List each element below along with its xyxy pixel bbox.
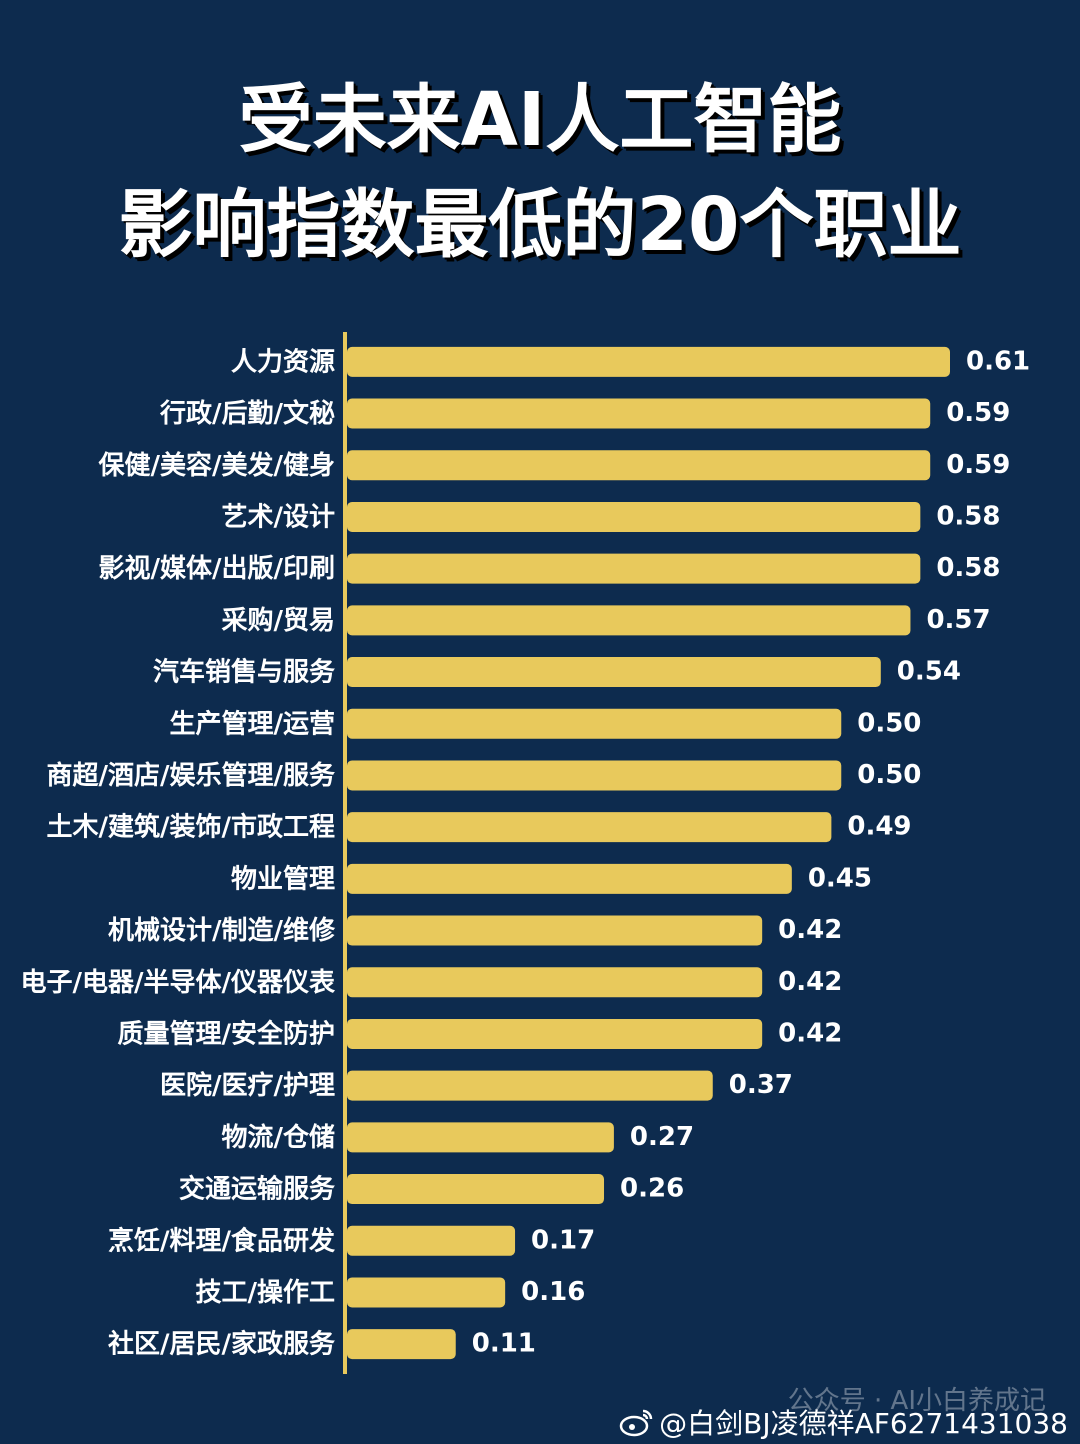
value-label-19: 0.16 (521, 1277, 585, 1307)
value-label-17: 0.26 (620, 1174, 684, 1204)
category-label-9: 商超/酒店/娱乐管理/服务 (47, 760, 336, 791)
bar-20 (347, 1329, 456, 1360)
category-label-11: 物业管理 (231, 864, 335, 894)
category-label-12: 机械设计/制造/维修 (108, 915, 336, 946)
value-label-7: 0.54 (897, 657, 961, 687)
category-label-19: 技工/操作工 (196, 1278, 336, 1308)
value-label-11: 0.45 (808, 863, 872, 893)
category-label-6: 采购/贸易 (222, 606, 336, 636)
bars-layer (347, 346, 950, 1360)
bar-10 (347, 812, 832, 843)
bar-16 (347, 1122, 614, 1153)
bar-9 (347, 760, 842, 791)
category-label-5: 影视/媒体/出版/印刷 (99, 554, 336, 584)
bar-2 (347, 398, 931, 429)
value-label-16: 0.27 (630, 1122, 694, 1152)
category-labels-layer: 人力资源行政/后勤/文秘保健/美容/美发/健身艺术/设计影视/媒体/出版/印刷采… (21, 347, 336, 1359)
value-labels-layer: 0.61 0.59 0.59 0.58 0.58 0.57 0.54 0.50 0.50 0.49… (472, 346, 1030, 1358)
value-label-8: 0.50 (857, 708, 921, 738)
value-label-14: 0.42 (778, 1018, 842, 1048)
category-label-2: 行政/后勤/文秘 (159, 398, 335, 429)
category-label-13: 电子/电器/半导体/仪器仪表 (21, 968, 336, 998)
category-label-20: 社区/居民/家政服务 (108, 1329, 335, 1360)
category-label-4: 艺术/设计 (222, 502, 336, 532)
value-label-3: 0.59 (946, 450, 1010, 480)
bar-18 (347, 1225, 516, 1256)
value-label-15: 0.37 (729, 1070, 793, 1100)
value-label-10: 0.49 (847, 812, 911, 842)
value-label-2: 0.59 (946, 398, 1010, 428)
wechat-watermark: 公众号 · AI小白养成记 (787, 1386, 1046, 1416)
bar-15 (347, 1070, 713, 1101)
value-label-1: 0.61 (966, 346, 1030, 376)
bar-11 (347, 863, 792, 894)
category-label-15: 医院/医疗/护理 (160, 1070, 335, 1101)
value-label-13: 0.42 (778, 967, 842, 997)
value-label-12: 0.42 (778, 915, 842, 945)
weibo-handle: @白剑BJ凌德祥AF6271431038 (659, 1407, 1068, 1440)
bar-5 (347, 553, 921, 584)
bar-12 (347, 915, 763, 946)
weibo-icon (619, 1407, 655, 1437)
bar-14 (347, 1018, 763, 1049)
category-label-7: 汽车销售与服务 (153, 657, 335, 688)
category-label-17: 交通运输服务 (179, 1174, 335, 1205)
category-label-1: 人力资源 (231, 347, 335, 377)
bar-19 (347, 1277, 506, 1308)
category-label-18: 烹饪/料理/食品研发 (108, 1225, 335, 1256)
category-label-10: 土木/建筑/装饰/市政工程 (47, 812, 336, 843)
bar-7 (347, 657, 881, 688)
bar-3 (347, 450, 931, 481)
bar-17 (347, 1174, 605, 1205)
category-label-16: 物流/仓储 (222, 1122, 336, 1153)
category-label-14: 质量管理/安全防护 (118, 1018, 336, 1049)
chart-title-line1: 受未来AI人工智能 (238, 77, 842, 163)
value-label-9: 0.50 (857, 760, 921, 790)
weibo-watermark: @白剑BJ凌德祥AF6271431038 (619, 1402, 1068, 1442)
value-label-20: 0.11 (472, 1329, 536, 1359)
bar-6 (347, 605, 911, 636)
value-label-6: 0.57 (926, 605, 990, 635)
category-label-8: 生产管理/运营 (170, 709, 336, 739)
bar-4 (347, 501, 921, 532)
value-label-4: 0.58 (936, 501, 1000, 531)
chart-title-line2: 影响指数最低的20个职业 (118, 182, 962, 268)
value-label-5: 0.58 (936, 553, 1000, 583)
bar-8 (347, 708, 842, 739)
category-label-3: 保健/美容/美发/健身 (98, 450, 336, 481)
value-label-18: 0.17 (531, 1225, 595, 1255)
bar-13 (347, 967, 763, 998)
bar-1 (347, 346, 950, 377)
